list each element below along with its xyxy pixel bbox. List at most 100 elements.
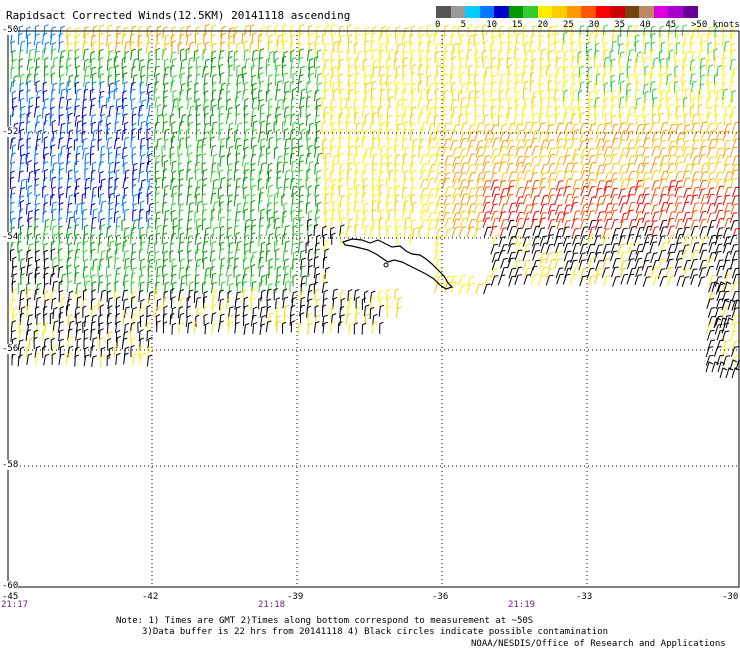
wind-barb (721, 299, 730, 311)
wind-barb (217, 97, 223, 110)
wind-barb (364, 82, 371, 94)
wind-barb (90, 226, 96, 239)
wind-barb (618, 195, 627, 207)
wind-barb (123, 81, 129, 94)
map-frame (7, 30, 740, 588)
wind-barb (123, 186, 129, 199)
wind-barb (723, 155, 732, 167)
wind-barb (523, 204, 532, 215)
wind-barb (419, 138, 425, 150)
wind-barb (722, 24, 728, 37)
wind-barb (714, 113, 720, 126)
wind-barb (659, 226, 668, 237)
wind-barb (26, 185, 33, 197)
wind-barb (425, 194, 434, 206)
wind-barb (697, 26, 702, 39)
wind-barb (187, 249, 192, 263)
wind-barb (467, 187, 476, 199)
wind-barb (434, 72, 440, 85)
wind-barb (706, 32, 713, 45)
wind-barb (139, 281, 145, 294)
wind-barb (458, 284, 467, 295)
wind-barb (401, 98, 407, 111)
wind-barb (19, 199, 25, 213)
wind-barb (281, 193, 286, 207)
wind-barb (42, 47, 47, 61)
wind-barb (700, 236, 709, 247)
wind-barb (42, 345, 47, 358)
wind-barb (522, 80, 529, 93)
wind-barb (724, 202, 732, 214)
wind-barb (587, 48, 593, 61)
wind-barb (242, 257, 248, 270)
wind-barb (626, 113, 632, 126)
wind-barb (684, 32, 690, 45)
wind-barb (403, 169, 409, 182)
wind-barb (28, 66, 34, 79)
wind-barb (276, 320, 282, 333)
wind-barb (564, 267, 573, 279)
wind-barb (225, 112, 232, 125)
wind-barb (313, 266, 320, 279)
wind-barb (529, 172, 538, 183)
wind-barb (538, 112, 544, 125)
wind-barb (322, 272, 328, 285)
wind-barb (620, 212, 628, 224)
wind-barb (252, 88, 257, 101)
wind-barb (452, 147, 460, 158)
wind-barb (234, 257, 240, 270)
wind-barb (458, 41, 463, 54)
wind-barb (642, 220, 651, 231)
wind-barb (362, 119, 367, 133)
wind-barb (708, 138, 716, 150)
wind-barb (539, 65, 546, 78)
wind-barb (115, 304, 121, 318)
wind-barb (324, 73, 330, 86)
wind-barb (258, 256, 264, 269)
wind-barb (274, 239, 279, 253)
wind-barb (276, 40, 283, 53)
wind-barb (729, 234, 738, 246)
wind-barb (715, 259, 724, 271)
wind-barb (140, 65, 146, 78)
wind-barb (732, 186, 740, 198)
wind-barb (355, 312, 360, 325)
wind-barb (347, 177, 352, 190)
wind-barb (404, 120, 409, 134)
wind-barb (596, 195, 604, 207)
wind-barb (433, 32, 439, 45)
wind-barb (100, 200, 107, 213)
wind-barb (682, 124, 690, 136)
wind-barb (90, 34, 96, 47)
wind-barb (34, 272, 40, 285)
wind-barb (594, 273, 602, 285)
wind-barb (83, 26, 89, 39)
wind-barb (706, 171, 715, 183)
wind-barb (290, 146, 297, 159)
wind-barb (162, 73, 168, 86)
wind-barb (658, 65, 665, 78)
wind-barb (26, 249, 32, 262)
wind-barb (194, 26, 201, 39)
wind-barb (28, 216, 33, 230)
wind-barb (273, 287, 278, 301)
wind-barb (378, 226, 384, 239)
wind-barb (196, 145, 202, 158)
wind-barb (700, 193, 709, 205)
wind-barb (42, 106, 47, 119)
wind-barb (129, 328, 135, 342)
legend-label: 5 (460, 20, 467, 30)
wind-barb (596, 164, 604, 176)
wind-barb (170, 177, 176, 190)
wind-barb (626, 139, 635, 150)
wind-barb (618, 188, 626, 200)
wind-barb (289, 313, 295, 326)
wind-barb (699, 64, 706, 77)
legend-label: 45 (665, 20, 677, 30)
wind-barb (450, 112, 456, 126)
wind-barb (554, 81, 561, 94)
wind-barb (660, 57, 665, 71)
wind-barb (715, 227, 724, 238)
wind-barb (531, 58, 537, 71)
wind-barb (347, 208, 352, 221)
